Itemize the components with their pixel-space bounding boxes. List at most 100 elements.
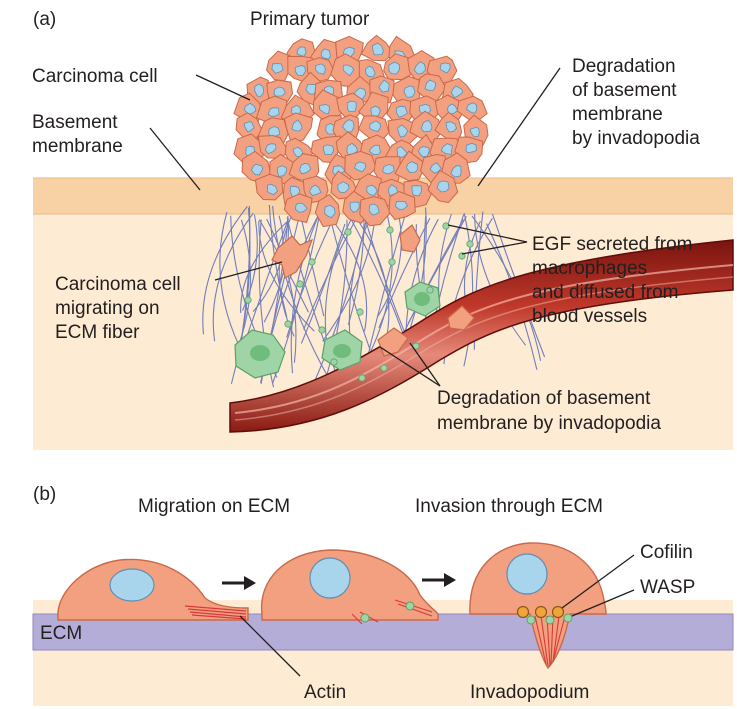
nucleus bbox=[396, 146, 408, 160]
carcinoma-cell bbox=[241, 150, 272, 184]
nucleus bbox=[439, 62, 451, 74]
nucleus bbox=[319, 104, 330, 115]
nucleus bbox=[378, 79, 390, 93]
invading-carcinoma-cell bbox=[447, 305, 475, 331]
carcinoma-cell bbox=[283, 193, 313, 223]
ecm-fiber bbox=[330, 218, 368, 332]
invasion-label: Invasion through ECM bbox=[415, 496, 603, 517]
nucleus bbox=[417, 146, 430, 158]
carcinoma-cell bbox=[288, 153, 320, 183]
invadopodium-label: Invadopodium bbox=[470, 682, 589, 703]
carcinoma-cell bbox=[357, 115, 390, 142]
wasp-dot bbox=[545, 615, 555, 625]
nucleus bbox=[342, 64, 355, 77]
arrow-right-icon bbox=[222, 576, 256, 590]
arrow-right-icon bbox=[422, 573, 456, 587]
egf-dot bbox=[442, 222, 450, 230]
nucleus bbox=[250, 163, 264, 176]
nucleus bbox=[294, 202, 308, 213]
nucleus bbox=[320, 48, 331, 60]
actin-bundle bbox=[184, 605, 247, 620]
primary-tumor-label: Primary tumor bbox=[250, 9, 370, 30]
wasp-dot bbox=[360, 613, 370, 623]
nucleus bbox=[446, 103, 459, 115]
nucleus bbox=[436, 180, 450, 193]
nucleus bbox=[342, 119, 355, 133]
nucleus bbox=[349, 201, 360, 213]
carcinoma-cell bbox=[409, 110, 444, 144]
ecm-fiber bbox=[290, 209, 322, 374]
degradation-bottom-label-line1: Degradation of basement bbox=[437, 388, 651, 409]
wasp-dot bbox=[405, 601, 415, 611]
egf-dot bbox=[426, 286, 434, 294]
nucleus bbox=[394, 200, 409, 211]
carcinoma-cell bbox=[360, 34, 394, 62]
nucleus bbox=[324, 204, 336, 219]
ecm-fiber bbox=[266, 218, 297, 363]
nucleus bbox=[273, 86, 286, 97]
nucleus bbox=[308, 184, 322, 196]
leader-lines bbox=[149, 67, 561, 387]
degradation-top-label-line4: by invadopodia bbox=[572, 128, 700, 149]
egf-label-line3: and diffused from bbox=[532, 282, 678, 303]
egf-dot bbox=[308, 258, 316, 266]
nucleus bbox=[294, 65, 306, 77]
carcinoma-cell bbox=[314, 193, 341, 228]
egf-dot bbox=[284, 320, 292, 328]
wasp-label: WASP bbox=[640, 577, 695, 598]
egf-dot bbox=[356, 308, 364, 316]
nucleus bbox=[420, 119, 433, 133]
migrating-cell-label-line2: migrating on bbox=[55, 298, 160, 319]
egf-dot bbox=[330, 358, 338, 366]
nucleus bbox=[322, 144, 335, 156]
degradation-bottom-label-line2: membrane by invadopodia bbox=[437, 413, 661, 434]
ecm-fiber bbox=[330, 219, 371, 351]
ecm-fiber bbox=[322, 216, 376, 342]
nucleus bbox=[337, 181, 350, 193]
carcinoma-cell-label: Carcinoma cell bbox=[32, 66, 158, 87]
carcinoma-cell bbox=[394, 150, 425, 182]
ecm-fiber bbox=[202, 206, 248, 335]
nucleus bbox=[382, 164, 395, 175]
nucleus bbox=[243, 102, 257, 115]
ecm-fiber bbox=[240, 221, 288, 314]
nucleus bbox=[429, 162, 442, 174]
wasp-dot bbox=[526, 615, 536, 625]
nucleus bbox=[254, 83, 265, 97]
ecm-fiber bbox=[400, 219, 464, 340]
panel-b: (b) Migration on ECM Invasion through EC… bbox=[32, 484, 734, 706]
egf-label-line2: macrophages bbox=[532, 258, 647, 279]
nucleus bbox=[267, 107, 280, 117]
basement-membrane-label-line1: Basement bbox=[32, 112, 118, 133]
migrating-cell-1 bbox=[57, 558, 249, 621]
invading-carcinoma-cell bbox=[399, 224, 421, 253]
cofilin-dot bbox=[516, 605, 530, 619]
nucleus bbox=[411, 185, 422, 197]
primary-tumor-mass bbox=[233, 34, 489, 228]
ecm-fiber bbox=[300, 223, 346, 344]
panel-b-letter: (b) bbox=[33, 484, 56, 505]
macrophage bbox=[234, 329, 286, 379]
egf-dot bbox=[380, 364, 388, 372]
actin-bundle bbox=[534, 615, 566, 667]
migration-label: Migration on ECM bbox=[138, 496, 290, 517]
tissue-background bbox=[33, 178, 733, 450]
nucleus bbox=[271, 63, 284, 74]
ecm-fiber bbox=[474, 213, 527, 346]
invading-cells bbox=[271, 224, 475, 357]
macrophage-cells bbox=[234, 281, 441, 379]
ecm-fiber bbox=[323, 219, 348, 385]
panel-a: (a) Primary tumor Carcinoma cell Basemen… bbox=[32, 9, 734, 450]
panel-b-leader-lines bbox=[239, 554, 635, 677]
carcinoma-cell bbox=[427, 169, 459, 204]
nucleus bbox=[291, 119, 303, 132]
nucleus bbox=[366, 184, 378, 196]
nucleus bbox=[445, 121, 457, 133]
carcinoma-cell bbox=[388, 190, 416, 221]
degradation-top-label-line1: Degradation bbox=[572, 56, 676, 77]
egf-dots bbox=[244, 222, 474, 382]
nucleus bbox=[450, 165, 462, 178]
carcinoma-cell bbox=[358, 91, 389, 124]
nucleus bbox=[424, 79, 436, 91]
